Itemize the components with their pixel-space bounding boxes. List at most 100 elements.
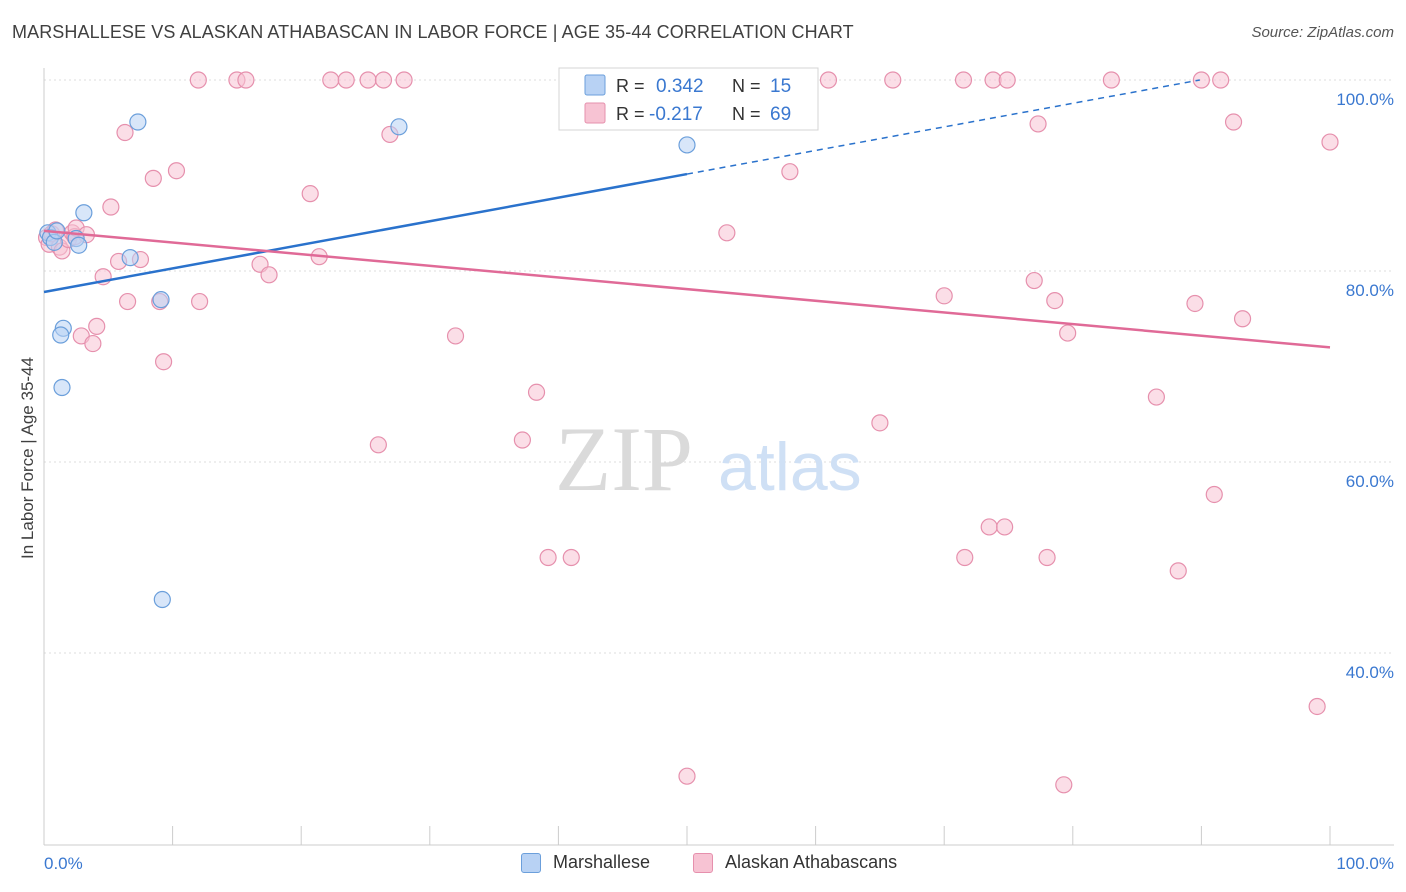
stats-r-value-marshallese: 0.342 <box>656 76 704 97</box>
athabascan-point-73 <box>1321 133 1339 151</box>
athabascan-point-53 <box>980 518 998 536</box>
athabascan-point-51 <box>954 71 973 89</box>
axes <box>43 68 1394 846</box>
y-tick-label-100: 100.0% <box>1336 90 1394 109</box>
marshallese-point-13 <box>153 590 171 609</box>
athabascan-point-17 <box>116 123 134 142</box>
x-tick-label-max: 100.0% <box>1336 854 1394 873</box>
athabascan-point-39 <box>446 327 465 345</box>
athabascan-point-13 <box>88 317 106 335</box>
stats-swatch-marshallese <box>584 74 606 96</box>
athabascan-point-55 <box>996 518 1014 536</box>
athabascan-point-68 <box>1205 485 1223 504</box>
athabascan-point-47 <box>819 71 838 89</box>
legend-swatch-marshallese <box>521 852 541 873</box>
athabascan-point-35 <box>369 436 387 454</box>
athabascan-point-34 <box>359 71 377 89</box>
athabascan-point-61 <box>1059 324 1077 342</box>
marshallese-point-15 <box>678 136 696 154</box>
legend-swatch-athabascan <box>693 852 713 873</box>
athabascan-point-72 <box>1308 697 1326 716</box>
athabascan-point-70 <box>1224 113 1243 131</box>
athabascan-point-49 <box>884 71 902 89</box>
legend: Marshallese Alaskan Athabascans <box>0 850 1406 880</box>
marshallese-point-12 <box>152 291 170 309</box>
marshallese-point-14 <box>390 118 408 136</box>
athabascan-point-71 <box>1233 310 1252 328</box>
stats-r-label-athabascan: R = <box>616 104 645 124</box>
athabascan-point-42 <box>539 548 557 567</box>
chart-title: MARSHALLESE VS ALASKAN ATHABASCAN IN LAB… <box>12 22 854 42</box>
athabascan-point-50 <box>935 287 953 305</box>
athabascan-point-69 <box>1212 71 1230 89</box>
x-tick-label-min: 0.0% <box>44 854 83 873</box>
athabascan-point-43 <box>562 548 580 567</box>
stats-n-label-marshallese: N = <box>732 76 761 96</box>
source-credit: Source: ZipAtlas.com <box>1251 24 1394 41</box>
athabascan-point-63 <box>1102 71 1120 89</box>
tick-labels: 0.0% 100.0% 40.0% 60.0% 80.0% 100.0% <box>44 90 1394 873</box>
athabascan-point-60 <box>1046 292 1064 310</box>
athabascan-point-58 <box>1025 271 1043 290</box>
athabascan-point-20 <box>144 169 162 187</box>
stats-swatch-athabascan <box>584 102 606 124</box>
y-tick-label-40: 40.0% <box>1346 663 1394 682</box>
stats-n-value-marshallese: 15 <box>770 76 791 97</box>
athabascan-point-44 <box>678 767 696 785</box>
athabascan-point-66 <box>1186 294 1204 313</box>
stats-n-label-athabascan: N = <box>732 104 761 124</box>
athabascan-point-56 <box>998 71 1016 89</box>
athabascan-point-18 <box>118 292 137 311</box>
athabascan-point-29 <box>260 266 278 284</box>
athabascan-point-65 <box>1169 562 1187 580</box>
marshallese-point-5 <box>52 326 70 344</box>
y-tick-label-80: 80.0% <box>1346 281 1394 300</box>
athabascan-point-38 <box>395 71 413 89</box>
athabascan-point-27 <box>237 71 255 89</box>
stats-n-value-athabascan: 69 <box>770 104 791 125</box>
watermark-zip: ZIP <box>555 408 693 510</box>
athabascan-trend-line <box>43 229 1331 349</box>
athabascan-point-30 <box>301 185 319 203</box>
athabascan-point-48 <box>871 414 889 432</box>
athabascan-point-24 <box>189 71 207 89</box>
athabascan-point-22 <box>154 353 173 371</box>
legend-label-marshallese: Marshallese <box>553 852 651 872</box>
athabascan-point-57 <box>1029 115 1047 133</box>
stats-box: R = 0.342 N = 15 R = -0.217 N = 69 <box>558 67 819 131</box>
athabascan-point-62 <box>1055 776 1073 794</box>
athabascan-point-32 <box>322 71 340 89</box>
athabascan-point-33 <box>337 71 355 89</box>
marshallese-points <box>39 113 696 609</box>
athabascan-point-41 <box>527 383 546 401</box>
athabascan-point-46 <box>781 163 799 181</box>
athabascan-point-52 <box>956 548 974 567</box>
trend-lines <box>43 79 1331 349</box>
legend-item-marshallese: Marshallese <box>521 852 650 873</box>
watermark: ZIP atlas <box>555 408 862 510</box>
legend-label-athabascan: Alaskan Athabascans <box>725 852 898 872</box>
marshallese-point-9 <box>75 204 93 222</box>
athabascan-point-23 <box>167 162 186 180</box>
watermark-atlas: atlas <box>718 429 862 505</box>
marshallese-point-10 <box>129 113 147 131</box>
marshallese-point-6 <box>53 378 71 397</box>
stats-r-value-athabascan: -0.217 <box>649 104 703 125</box>
athabascan-point-25 <box>191 292 209 311</box>
athabascan-point-45 <box>718 224 736 242</box>
legend-item-athabascan: Alaskan Athabascans <box>693 852 897 873</box>
athabascan-point-40 <box>513 431 531 449</box>
stats-r-label-marshallese: R = <box>616 76 645 96</box>
athabascan-point-67 <box>1192 71 1211 89</box>
marshallese-point-11 <box>121 249 139 267</box>
athabascan-point-15 <box>102 198 120 216</box>
marshallese-trend-line <box>43 172 688 294</box>
athabascan-point-12 <box>84 334 102 353</box>
athabascan-point-64 <box>1147 388 1165 406</box>
marshallese-point-8 <box>70 236 88 254</box>
athabascan-point-59 <box>1038 548 1056 567</box>
athabascan-point-36 <box>374 71 393 89</box>
marshallese-trend-extension <box>686 79 1200 175</box>
y-tick-label-60: 60.0% <box>1346 472 1394 491</box>
